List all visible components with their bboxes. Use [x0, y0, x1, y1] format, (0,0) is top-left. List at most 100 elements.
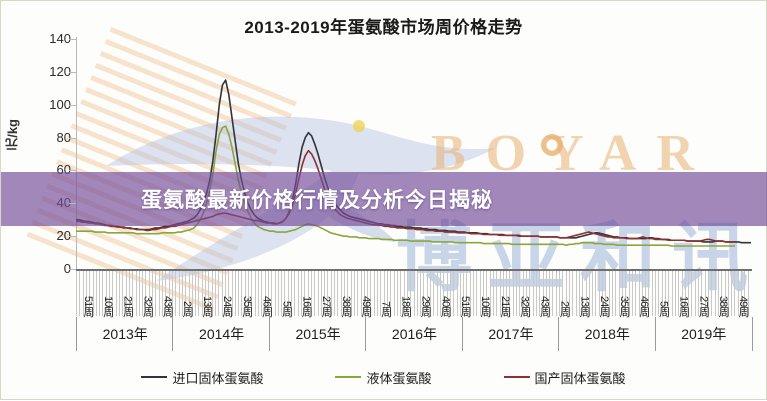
x-minor-tick — [443, 270, 445, 316]
x-minor-tick — [347, 270, 349, 316]
x-minor-tick — [598, 270, 600, 316]
x-minor-tick — [701, 270, 703, 316]
x-minor-tick — [698, 270, 700, 316]
x-minor-tick — [430, 270, 432, 316]
x-minor-tick — [248, 270, 250, 316]
x-minor-tick — [277, 270, 279, 316]
x-minor-tick — [99, 270, 101, 316]
legend-item[interactable]: 液体蛋氨酸 — [335, 368, 432, 387]
x-minor-tick — [92, 270, 94, 316]
x-minor-tick — [152, 270, 154, 316]
y-tick-label: 140 — [49, 31, 71, 46]
year-group-band: 2013年 2014年 2015年 2016年 2017年 2018年 2019年 — [76, 317, 753, 351]
x-minor-tick — [476, 270, 478, 316]
x-minor-tick — [724, 270, 726, 316]
x-tick-label: 16周 — [677, 295, 690, 316]
year-group-label: 2015年 — [268, 317, 366, 351]
legend-label: 国产固体蛋氨酸 — [534, 370, 626, 386]
x-minor-tick — [380, 270, 382, 316]
legend-item[interactable]: 国产固体蛋氨酸 — [503, 368, 626, 387]
x-minor-tick — [575, 270, 577, 316]
x-tick-label: 43周 — [161, 295, 174, 316]
x-minor-tick — [95, 270, 97, 316]
x-minor-tick — [459, 270, 461, 316]
y-tick-mark — [69, 269, 76, 270]
x-minor-tick — [287, 270, 289, 316]
x-minor-tick — [651, 270, 653, 316]
x-minor-tick — [711, 270, 713, 316]
x-minor-tick — [383, 270, 385, 316]
x-minor-tick — [224, 270, 226, 316]
x-minor-tick — [340, 270, 342, 316]
x-minor-tick — [489, 270, 491, 316]
y-tick-label: 0 — [63, 261, 71, 276]
x-minor-tick — [142, 270, 144, 316]
series-lines — [76, 39, 751, 269]
x-minor-tick — [195, 270, 197, 316]
x-minor-tick — [608, 270, 610, 316]
x-minor-tick — [522, 270, 524, 316]
x-minor-tick — [721, 270, 723, 316]
x-tick-label: 7周 — [379, 300, 392, 316]
x-minor-tick — [344, 270, 345, 316]
x-minor-tick — [535, 270, 537, 316]
x-tick-label: 43周 — [538, 295, 551, 316]
x-minor-tick — [185, 270, 187, 316]
x-minor-tick — [532, 270, 534, 316]
x-minor-tick — [135, 270, 137, 316]
x-minor-tick — [304, 270, 306, 316]
y-tick-mark — [69, 71, 76, 73]
x-minor-tick — [175, 270, 177, 316]
x-minor-tick — [357, 270, 359, 316]
legend-line-icon — [335, 376, 362, 378]
year-group-label: 2014年 — [172, 317, 269, 351]
x-minor-tick — [674, 270, 676, 316]
x-minor-tick — [261, 270, 263, 316]
x-minor-tick — [578, 270, 580, 316]
x-minor-tick — [519, 270, 521, 316]
x-minor-tick — [423, 270, 425, 316]
x-minor-tick — [466, 270, 468, 316]
x-minor-tick — [559, 270, 561, 316]
x-minor-tick — [678, 270, 680, 316]
y-tick-mark — [69, 170, 76, 172]
x-minor-tick — [628, 270, 630, 316]
legend-item[interactable]: 进口固体蛋氨酸 — [141, 368, 263, 387]
x-minor-tick — [115, 270, 117, 316]
overlay-banner: 蛋氨酸最新价格行情及分析今日揭秘 — [1, 172, 767, 226]
x-minor-tick — [231, 270, 233, 316]
x-minor-tick — [353, 270, 355, 316]
x-minor-tick — [112, 270, 114, 316]
x-tick-label: 32周 — [518, 295, 531, 316]
x-minor-tick — [694, 270, 696, 316]
x-minor-tick — [592, 270, 594, 316]
x-minor-tick — [301, 270, 302, 316]
x-minor-tick — [456, 270, 458, 316]
x-minor-tick — [436, 270, 438, 316]
y-tick-mark — [69, 39, 76, 40]
x-minor-tick — [370, 270, 372, 316]
x-minor-tick — [439, 270, 441, 316]
x-minor-tick — [191, 270, 193, 316]
x-minor-tick — [704, 270, 706, 316]
x-minor-tick — [281, 270, 283, 316]
x-minor-tick — [572, 270, 574, 316]
x-minor-tick — [569, 270, 570, 316]
legend-line-icon — [503, 376, 530, 378]
x-minor-tick — [314, 270, 316, 316]
x-tick-label: 2周 — [558, 300, 571, 316]
x-tick-label: 38周 — [717, 295, 730, 316]
x-minor-tick — [320, 270, 322, 316]
x-minor-tick — [509, 270, 511, 316]
x-minor-tick — [727, 270, 729, 316]
x-minor-tick — [244, 270, 246, 316]
x-minor-tick — [148, 270, 150, 316]
x-tick-label: 27周 — [697, 295, 710, 316]
x-minor-tick — [122, 270, 124, 316]
x-minor-tick — [284, 270, 286, 316]
x-minor-tick — [641, 270, 643, 316]
x-tick-label: 21周 — [121, 295, 134, 316]
x-tick-label: 38周 — [340, 295, 352, 316]
x-tick-label: 24周 — [598, 295, 611, 316]
legend-label: 液体蛋氨酸 — [366, 370, 432, 386]
